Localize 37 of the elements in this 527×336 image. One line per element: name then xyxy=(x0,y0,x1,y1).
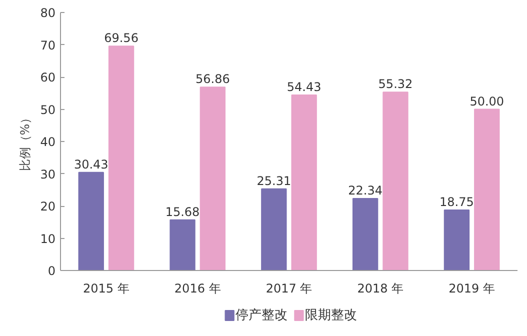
y-tick-label: 40 xyxy=(40,135,56,149)
x-tick-label: 2017 年 xyxy=(266,282,312,296)
text: 56.86 xyxy=(196,72,230,86)
y-tick-label: 80 xyxy=(40,6,56,20)
bar xyxy=(444,210,470,270)
text: 18.75 xyxy=(440,195,474,210)
text: 69.56 xyxy=(104,31,138,46)
x-tick-label: 2016 年 xyxy=(174,282,221,296)
y-tick-label: 30 xyxy=(40,167,56,182)
text: 54.43 xyxy=(286,80,322,94)
y-tick-label: 10 xyxy=(40,232,56,246)
text: 25.31 xyxy=(256,174,292,188)
y-axis-title: 比例（%） xyxy=(18,112,32,172)
bar xyxy=(382,92,408,270)
x-tick-label: 2015 年 xyxy=(83,282,130,296)
bar xyxy=(474,108,500,270)
bar xyxy=(261,188,287,270)
text: 55.32 xyxy=(378,77,413,92)
bar xyxy=(291,94,317,270)
bar xyxy=(78,172,104,270)
bar xyxy=(352,198,378,270)
x-tick-label: 2018 年 xyxy=(357,282,404,296)
y-tick-label: 20 xyxy=(40,200,56,214)
text: 22.34 xyxy=(348,183,382,198)
y-tick-label: 60 xyxy=(40,70,56,84)
y-tick-label: 0 xyxy=(48,264,56,278)
legend-label: 限期整改 xyxy=(305,308,358,323)
bar xyxy=(200,86,226,270)
text: 30.43 xyxy=(74,157,108,172)
y-tick-label: 50 xyxy=(40,102,56,117)
y-tick-label: 70 xyxy=(40,38,56,52)
bar xyxy=(108,46,134,270)
x-tick-label: 2019 年 xyxy=(448,282,495,296)
text: 50.00 xyxy=(470,94,504,108)
text: 15.68 xyxy=(165,204,200,219)
bar xyxy=(170,219,196,270)
legend-label: 停产整改 xyxy=(236,308,288,323)
